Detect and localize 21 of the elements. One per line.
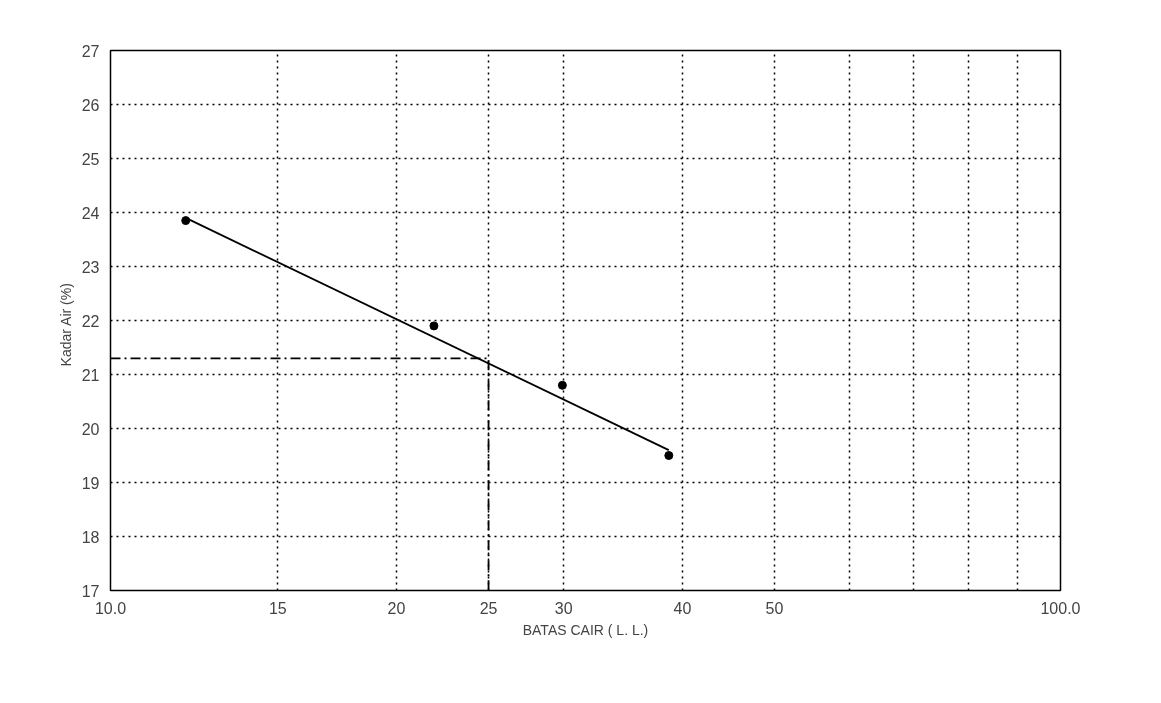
y-tick-label: 21 [81,366,100,384]
x-tick-label: 50 [765,599,784,617]
y-tick-label: 17 [81,582,100,600]
y-tick-label: 20 [81,420,100,438]
x-tick-label: 20 [387,599,406,617]
y-tick-label: 23 [81,258,100,276]
x-tick-label: 25 [479,599,498,617]
y-tick-label: 24 [81,204,100,222]
y-tick-label: 25 [81,150,100,168]
x-axis-title: BATAS CAIR ( L. L.) [522,621,649,638]
y-axis-title: Kadar Air (%) [57,283,74,367]
x-tick-label: 30 [554,599,573,617]
x-tick-label: 100.0 [1040,599,1081,617]
y-tick-label: 22 [81,312,100,330]
x-tick-label: 10.0 [94,599,127,617]
y-tick-label: 19 [81,474,100,492]
y-tick-label: 27 [81,42,100,60]
x-tick-label: 40 [673,599,692,617]
y-tick-label: 18 [81,528,100,546]
y-tick-label: 26 [81,96,100,114]
x-tick-label: 15 [268,599,287,617]
